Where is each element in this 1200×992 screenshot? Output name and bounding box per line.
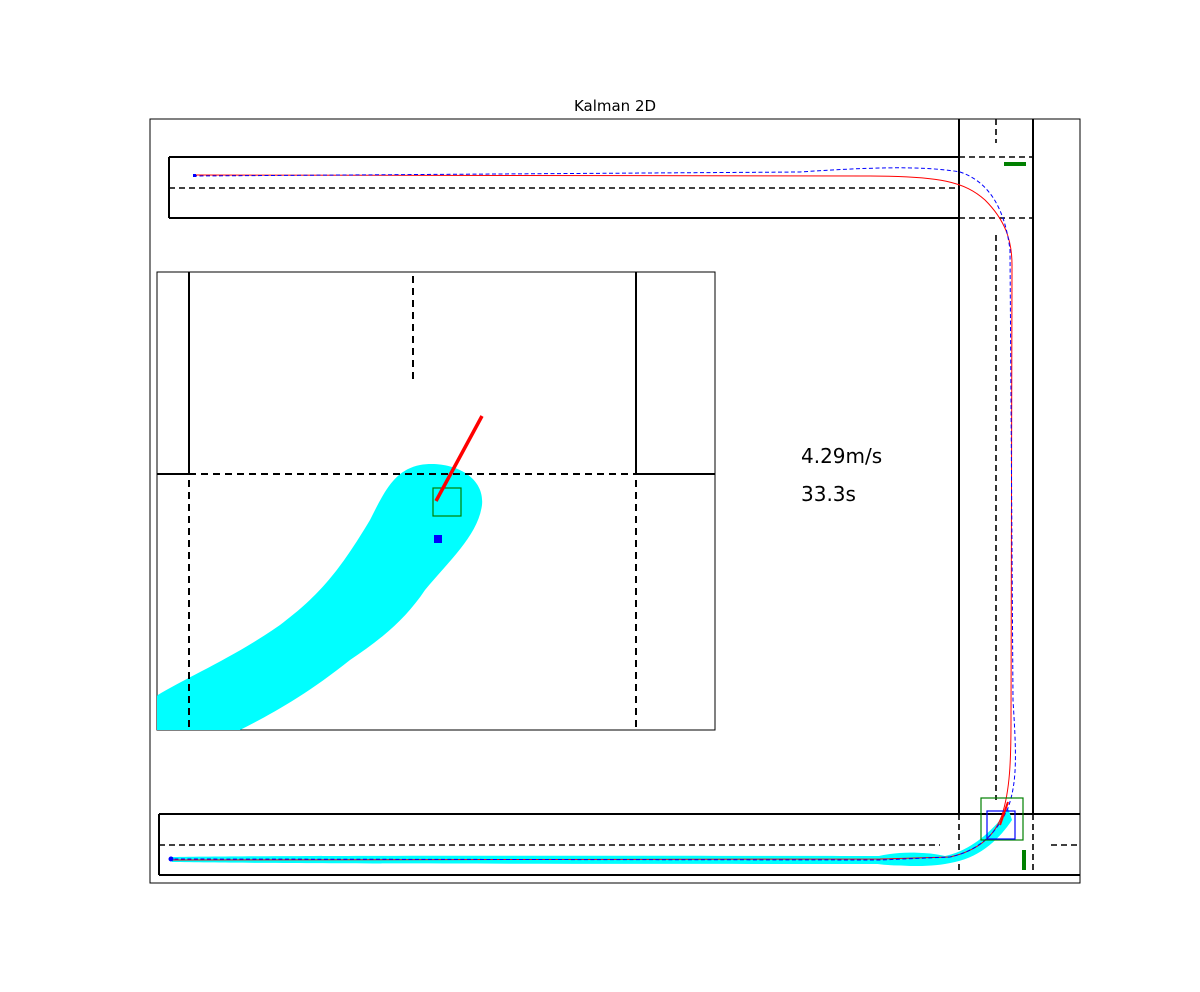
heading-line xyxy=(434,415,484,502)
vehicle-box xyxy=(432,487,462,517)
intersection-markings xyxy=(159,119,1080,875)
top-road xyxy=(168,156,959,219)
speed-readout: 4.29m/s xyxy=(801,444,882,468)
bottom-road xyxy=(158,813,1080,876)
time-readout: 33.3s xyxy=(801,482,856,506)
axes-frame xyxy=(149,118,1081,884)
start-marker xyxy=(168,856,174,862)
chart-title: Kalman 2D xyxy=(574,97,656,115)
zoomed-vehicle-inset xyxy=(156,271,716,731)
estimate-path xyxy=(171,167,1016,861)
start-marker xyxy=(193,174,196,177)
vehicle-box xyxy=(980,797,1024,841)
vertical-road xyxy=(958,119,1034,814)
estimate-box xyxy=(986,810,1016,840)
estimate-marker xyxy=(434,535,442,543)
inset-uncertainty xyxy=(157,464,483,730)
main-plot-area xyxy=(158,119,1080,876)
heading-line xyxy=(999,801,1009,826)
